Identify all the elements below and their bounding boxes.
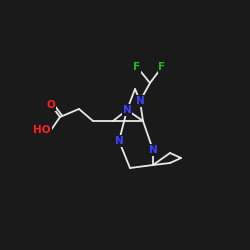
Text: N: N (148, 145, 158, 155)
Text: HO: HO (34, 125, 51, 135)
Text: N: N (136, 96, 144, 106)
Text: O: O (46, 100, 56, 110)
Text: N: N (114, 136, 124, 146)
Text: F: F (134, 62, 140, 72)
Text: N: N (122, 105, 132, 115)
Text: F: F (158, 62, 166, 72)
